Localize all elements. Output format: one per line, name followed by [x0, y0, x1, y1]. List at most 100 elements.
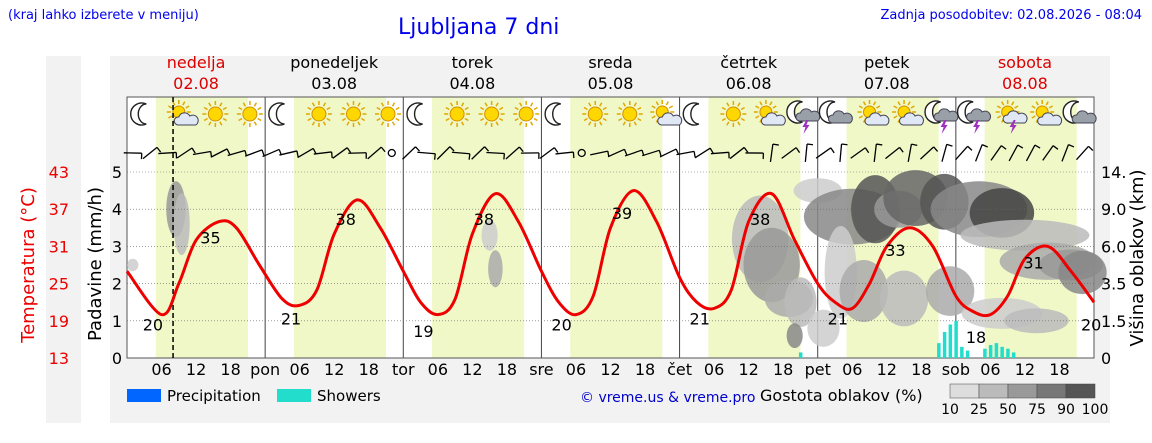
moon-icon — [268, 102, 285, 126]
cloud-density-swatch — [1036, 383, 1067, 399]
hour-tick: 12 — [738, 360, 758, 379]
wind-barb-tick — [967, 145, 973, 151]
moon-cloud-icon — [818, 100, 853, 124]
cloud-icon — [173, 112, 199, 126]
sun-ray — [872, 101, 877, 106]
day-abbr: pet — [805, 360, 831, 379]
sun-ray — [740, 106, 746, 111]
sun-ray — [182, 101, 186, 106]
sun-ray — [637, 106, 642, 111]
sun-ray — [893, 105, 898, 109]
temp-label: 20 — [1081, 316, 1101, 335]
hour-tick: 12 — [186, 360, 206, 379]
hour-tick: 18 — [911, 360, 931, 379]
wind-barb — [332, 147, 348, 159]
wind-barb — [367, 146, 382, 160]
wind-barb-tick — [1034, 144, 1041, 149]
sun-ray — [588, 121, 592, 126]
wind-barb-tick — [864, 147, 870, 154]
sun-ray — [533, 117, 538, 122]
sun-ray — [322, 102, 327, 107]
cloud-patch — [786, 323, 803, 349]
chart-title: Ljubljana 7 dni — [398, 15, 560, 40]
cloud-density-swatch — [1065, 383, 1096, 399]
wind-barb-tick — [709, 147, 714, 154]
shower-bar — [954, 320, 958, 358]
sun-ray — [769, 101, 773, 106]
sun-ray — [1001, 101, 1005, 106]
day-name: torek — [452, 53, 494, 72]
day-date: 06.08 — [726, 74, 772, 93]
wind-barb — [607, 148, 625, 158]
wind-barb-tick — [675, 148, 680, 155]
sun-ray — [357, 102, 361, 107]
wind-barb-tick — [553, 147, 559, 153]
sun-cloud-icon — [166, 100, 199, 126]
sun-ray — [599, 121, 603, 126]
wind-barb-tick — [449, 146, 455, 152]
shower-bar — [1000, 346, 1004, 358]
cloud-density — [127, 170, 1107, 349]
temp-label: 35 — [200, 229, 220, 248]
precip-tick: 5 — [112, 163, 122, 182]
sun-ray — [311, 121, 316, 126]
wind-barb-tick — [346, 147, 352, 154]
sun-ray — [238, 106, 243, 111]
sun-ray — [530, 102, 534, 107]
temp-label: 21 — [828, 309, 848, 328]
wind-barb — [539, 147, 555, 159]
sun-ray — [665, 101, 669, 106]
sun-ray — [460, 121, 465, 126]
wind-barb-tick — [795, 147, 801, 153]
sun-ray — [257, 106, 262, 111]
sun-ray — [479, 106, 485, 111]
sun-ray — [1031, 115, 1036, 119]
hour-tick: 06 — [151, 360, 171, 379]
wind-barb-tick — [261, 149, 265, 156]
wind-barb-tick — [468, 153, 471, 160]
shower-bar — [1006, 348, 1010, 358]
sun-cloud-icon — [1030, 100, 1063, 126]
sun-ray — [185, 105, 190, 109]
cloud-icon — [657, 112, 683, 126]
wind-barb — [555, 151, 574, 155]
cloud-density-swatch — [978, 383, 1009, 399]
wind-barb — [158, 151, 177, 155]
temp-label: 20 — [551, 316, 571, 335]
sun-ray — [357, 121, 361, 126]
cloud-density-level: 90 — [1057, 402, 1075, 418]
sun-ray — [222, 117, 227, 122]
grid-lines — [127, 97, 1094, 358]
wind-barb-tick — [806, 143, 814, 146]
wind-barb — [769, 143, 774, 163]
sun-icon — [236, 101, 263, 127]
precip-tick: 2 — [112, 275, 122, 294]
sun-ray — [464, 117, 469, 122]
wind-barb-tick — [658, 150, 662, 157]
moon-cloud-icon — [1062, 100, 1097, 124]
moon-icon — [544, 102, 561, 126]
last-update: Zadnja posodobitev: 02.08.2026 - 08:04 — [880, 8, 1142, 23]
sun-ray — [755, 105, 760, 109]
wind-barb — [1042, 145, 1054, 161]
day-headers: nedelja 02.08 ponedeljek 03.08 torek 04.08 sre… — [167, 53, 1052, 93]
moon-icon — [682, 102, 700, 126]
hour-tick: 06 — [704, 360, 724, 379]
sun-ray — [583, 106, 588, 111]
sun-ray — [391, 121, 396, 126]
sun-ray — [996, 105, 1002, 109]
moon-icon — [129, 102, 147, 126]
wind-barb-tick — [330, 151, 333, 158]
shower-bar — [1011, 352, 1016, 358]
region-hint[interactable]: (kraj lahko izberete v meniju) — [8, 8, 199, 23]
cloud-patch — [879, 270, 929, 327]
wind-barb — [694, 147, 711, 159]
shower-bar — [942, 331, 947, 358]
lightning-icon — [940, 120, 948, 134]
wind-barb-tick — [433, 153, 436, 160]
wind-barb — [659, 148, 677, 158]
day-abbr: tor — [392, 360, 415, 379]
sun-ray — [602, 106, 607, 111]
sun-cloud-icon — [753, 100, 786, 126]
